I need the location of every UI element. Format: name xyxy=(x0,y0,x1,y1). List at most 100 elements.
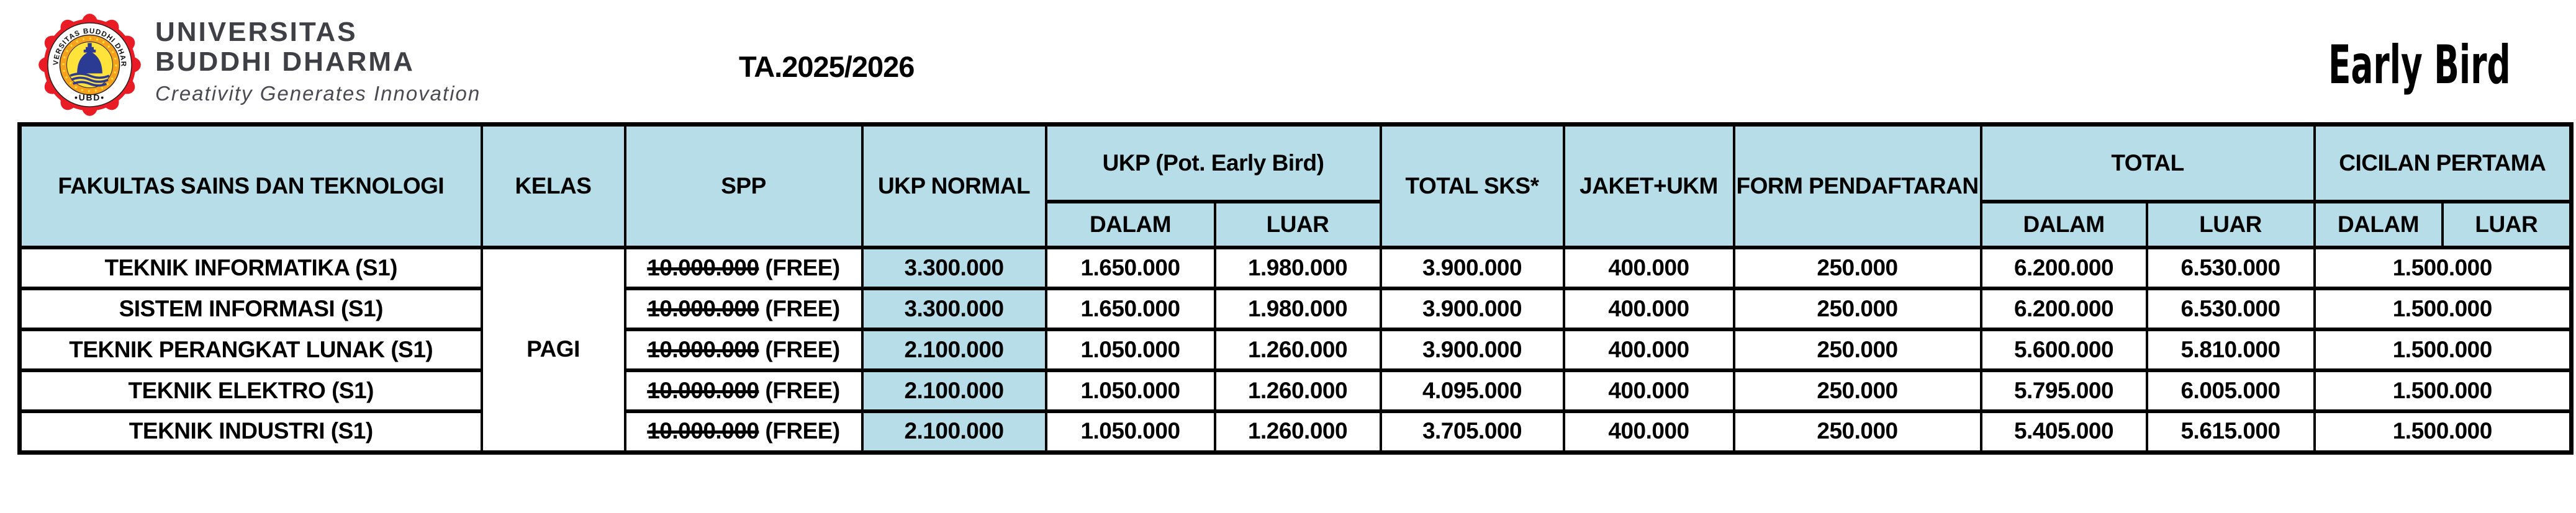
spp-struck-amount: 10.000.000 xyxy=(647,377,759,403)
cell-total-dalam: 5.405.000 xyxy=(1979,409,2148,454)
cell-total-sks: 4.095.000 xyxy=(1379,368,1565,413)
cell-jaket-ukm: 400.000 xyxy=(1562,246,1735,290)
cell-total-dalam: 5.600.000 xyxy=(1979,328,2148,372)
spp-struck-amount: 10.000.000 xyxy=(647,254,759,280)
cell-ukp-eb-dalam: 1.650.000 xyxy=(1044,246,1216,290)
cell-cicilan-pertama: 1.500.000 xyxy=(2313,246,2573,290)
col-header-ukp-dalam: DALAM xyxy=(1044,200,1216,249)
cell-form-pendaftaran: 250.000 xyxy=(1732,368,1982,413)
cell-total-dalam: 6.200.000 xyxy=(1979,287,2148,331)
cell-ukp-eb-luar: 1.260.000 xyxy=(1213,409,1382,454)
cell-form-pendaftaran: 250.000 xyxy=(1732,409,1982,454)
spp-free-note: (FREE) xyxy=(765,295,840,321)
cell-spp: 10.000.000 (FREE) xyxy=(623,287,864,331)
university-seal-logo: UNIVERSITAS BUDDHI DHARMA •UBD• xyxy=(32,7,141,116)
cell-ukp-eb-dalam: 1.050.000 xyxy=(1044,409,1216,454)
cell-jaket-ukm: 400.000 xyxy=(1562,328,1735,372)
table-row: SISTEM INFORMASI (S1) 10.000.000 (FREE) 3… xyxy=(18,287,2573,331)
cell-total-dalam: 5.795.000 xyxy=(1979,368,2148,413)
cell-total-dalam: 6.200.000 xyxy=(1979,246,2148,290)
cell-ukp-normal: 2.100.000 xyxy=(861,409,1047,454)
cell-form-pendaftaran: 250.000 xyxy=(1732,328,1982,372)
col-header-cicilan-luar: LUAR xyxy=(2441,200,2573,249)
fees-table: FAKULTAS SAINS DAN TEKNOLOGI KELAS SPP U… xyxy=(17,122,2574,455)
cell-form-pendaftaran: 250.000 xyxy=(1732,287,1982,331)
col-header-kelas: KELAS xyxy=(480,122,626,249)
col-header-total: TOTAL xyxy=(1979,122,2316,203)
col-header-ukp-luar: LUAR xyxy=(1213,200,1382,249)
cell-spp: 10.000.000 (FREE) xyxy=(623,409,864,454)
cell-ukp-normal: 2.100.000 xyxy=(861,368,1047,413)
cell-ukp-eb-dalam: 1.050.000 xyxy=(1044,368,1216,413)
col-header-cicilan-dalam: DALAM xyxy=(2313,200,2444,249)
cell-spp: 10.000.000 (FREE) xyxy=(623,246,864,290)
cell-total-luar: 5.615.000 xyxy=(2145,409,2316,454)
cell-cicilan-pertama: 1.500.000 xyxy=(2313,368,2573,413)
spp-struck-amount: 10.000.000 xyxy=(647,418,759,444)
cell-cicilan-pertama: 1.500.000 xyxy=(2313,409,2573,454)
cell-total-luar: 6.530.000 xyxy=(2145,246,2316,290)
cell-program: SISTEM INFORMASI (S1) xyxy=(18,287,483,331)
spp-free-note: (FREE) xyxy=(765,254,840,280)
spp-struck-amount: 10.000.000 xyxy=(647,336,759,362)
cell-ukp-eb-luar: 1.260.000 xyxy=(1213,368,1382,413)
cell-total-sks: 3.900.000 xyxy=(1379,246,1565,290)
cell-total-luar: 5.810.000 xyxy=(2145,328,2316,372)
cell-ukp-normal: 3.300.000 xyxy=(861,287,1047,331)
seal-orange-band-marks xyxy=(62,37,117,92)
cell-spp: 10.000.000 (FREE) xyxy=(623,328,864,372)
cell-program: TEKNIK PERANGKAT LUNAK (S1) xyxy=(18,328,483,372)
cell-program: TEKNIK INDUSTRI (S1) xyxy=(18,409,483,454)
header-row-main: FAKULTAS SAINS DAN TEKNOLOGI KELAS SPP U… xyxy=(18,122,2573,249)
cell-ukp-eb-luar: 1.260.000 xyxy=(1213,328,1382,372)
cell-ukp-eb-luar: 1.980.000 xyxy=(1213,246,1382,290)
cell-jaket-ukm: 400.000 xyxy=(1562,368,1735,413)
university-name-line1: UNIVERSITAS xyxy=(155,17,358,47)
col-header-jaket-ukm: JAKET+UKM xyxy=(1562,122,1735,249)
seal-stupa-icon xyxy=(77,43,102,74)
col-header-form-pendaftaran: FORM PENDAFTARAN xyxy=(1732,122,1982,249)
cell-spp: 10.000.000 (FREE) xyxy=(623,368,864,413)
cell-program: TEKNIK ELEKTRO (S1) xyxy=(18,368,483,413)
table-row: TEKNIK INFORMATIKA (S1) PAGI 10.000.000(… xyxy=(18,246,2573,454)
col-header-total-sks: TOTAL SKS* xyxy=(1379,122,1565,249)
cell-jaket-ukm: 400.000 xyxy=(1562,287,1735,331)
cell-total-sks: 3.900.000 xyxy=(1379,287,1565,331)
spp-free-note: (FREE) xyxy=(765,336,840,362)
col-header-total-dalam: DALAM xyxy=(1979,200,2148,249)
academic-year-label: TA.2025/2026 xyxy=(739,50,915,83)
cell-total-luar: 6.005.000 xyxy=(2145,368,2316,413)
cell-ukp-eb-dalam: 1.650.000 xyxy=(1044,287,1216,331)
cell-total-sks: 3.705.000 xyxy=(1379,409,1565,454)
cell-form-pendaftaran: 250.000 xyxy=(1732,246,1982,290)
cell-ukp-normal: 3.300.000 xyxy=(861,246,1047,290)
cell-ukp-normal: 2.100.000 xyxy=(861,328,1047,372)
cell-program: TEKNIK INFORMATIKA (S1) xyxy=(18,246,483,290)
spp-free-note: (FREE) xyxy=(765,418,840,444)
cell-total-luar: 6.530.000 xyxy=(2145,287,2316,331)
cell-kelas: PAGI xyxy=(480,246,626,454)
university-tagline: Creativity Generates Innovation xyxy=(155,82,481,105)
table-row: TEKNIK INDUSTRI (S1) 10.000.000 (FREE) 2.… xyxy=(18,409,2573,454)
cell-ukp-eb-dalam: 1.050.000 xyxy=(1044,328,1216,372)
table-row: TEKNIK ELEKTRO (S1) 10.000.000 (FREE) 2.1… xyxy=(18,368,2573,413)
col-header-spp: SPP xyxy=(623,122,864,249)
university-wordmark: UNIVERSITAS BUDDHI DHARMA Creativity Gen… xyxy=(155,17,481,105)
table-row: TEKNIK PERANGKAT LUNAK (S1) 10.000.000 (F… xyxy=(18,328,2573,372)
seal-ubd-text: •UBD• xyxy=(75,92,105,102)
spp-free-note: (FREE) xyxy=(765,377,840,403)
cell-total-sks: 3.900.000 xyxy=(1379,328,1565,372)
spp-struck-amount: 10.000.000 xyxy=(647,295,759,321)
col-header-ukp-early-bird: UKP (Pot. Early Bird) xyxy=(1044,122,1382,203)
col-header-cicilan-pertama: CICILAN PERTAMA xyxy=(2313,122,2573,203)
cell-jaket-ukm: 400.000 xyxy=(1562,409,1735,454)
early-bird-label: Early Bird xyxy=(2328,34,2511,96)
cell-cicilan-pertama: 1.500.000 xyxy=(2313,287,2573,331)
col-header-total-luar: LUAR xyxy=(2145,200,2316,249)
col-header-ukp-normal: UKP NORMAL xyxy=(861,122,1047,249)
cell-cicilan-pertama: 1.500.000 xyxy=(2313,328,2573,372)
header-row-sub: DALAM LUAR DALAM LUAR DALAM LUAR xyxy=(20,200,2573,249)
seal-book-icon xyxy=(70,72,110,87)
col-header-faculty: FAKULTAS SAINS DAN TEKNOLOGI xyxy=(18,122,483,249)
